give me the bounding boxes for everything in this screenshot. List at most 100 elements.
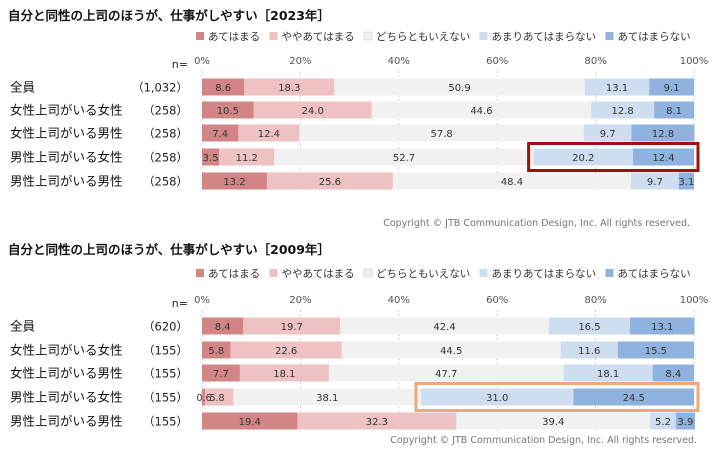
data-label: 57.8 [430,129,452,140]
data-label: 50.9 [448,83,470,94]
x-tick-label: 20% [289,295,311,306]
bar-segment [204,388,234,406]
data-label: 44.6 [470,106,492,117]
bar-segment [202,124,239,142]
data-label: 7.7 [213,369,229,380]
bar-segment [202,172,267,190]
data-label: 11.2 [236,153,258,164]
data-label: 5.2 [655,417,671,428]
bar-segment [631,124,695,142]
data-label: 13.1 [606,83,628,94]
bar-segment [652,364,694,382]
category-label: 全員 [10,80,36,95]
sample-size: （620） [143,320,188,334]
bar-segment [591,101,655,119]
sample-size: （258） [143,127,188,141]
bar-segment [328,364,564,382]
category-label: 男性上司がいる男性 [10,174,123,189]
bar-segment [233,388,421,406]
data-label: 52.7 [393,153,415,164]
legend-swatch [269,32,278,40]
data-label: 8.4 [215,322,231,333]
category-label: 女性上司がいる男性 [10,366,123,381]
chart-title: 自分と同性の上司のほうが、仕事がしやすい［2009年］ [8,242,330,257]
bar-segment [573,388,694,406]
data-label: 42.4 [433,322,455,333]
data-label: 47.7 [435,369,457,380]
bar-segment [274,148,534,166]
legend-label: どちらともいえない [376,31,470,43]
data-label: 19.4 [239,417,261,428]
data-label: 13.2 [223,177,245,188]
bar-segment [239,364,329,382]
bar-segment [650,412,676,430]
legend-swatch [605,32,614,40]
data-label: 18.1 [597,369,619,380]
legend-label: あまりあてはまらない [492,31,597,43]
bar-segment [560,341,618,359]
copyright-text: Copyright © JTB Communication Design, In… [383,218,690,229]
x-tick-label: 60% [486,56,508,67]
legend-swatch [363,31,373,41]
bar-segment [202,101,254,119]
bar-segment [341,341,561,359]
x-tick-label: 80% [584,295,606,306]
n-header: n= [172,297,188,310]
data-label: 11.6 [578,346,600,357]
data-label: 12.4 [258,129,280,140]
category-label: 男性上司がいる女性 [10,390,123,405]
sample-size: （1,032） [132,81,188,95]
bar-segment [392,172,632,190]
bar-segment [548,317,631,335]
bar-segment [631,172,679,190]
bar-segment [649,78,694,96]
category-label: 女性上司がいる女性 [10,343,123,358]
bar-segment [253,101,372,119]
data-label: 44.5 [440,346,462,357]
data-label: 48.4 [501,177,523,188]
category-label: 男性上司がいる男性 [10,414,123,429]
category-label: 男性上司がいる女性 [10,150,123,165]
data-label: 13.1 [651,322,673,333]
bar-segment [371,101,592,119]
x-tick-label: 100% [680,56,709,67]
bar-segment [630,317,695,335]
data-label: 24.5 [623,393,645,404]
x-tick-label: 0% [194,295,210,306]
bar-segment [202,78,245,96]
n-header: n= [172,58,188,71]
data-label: 12.4 [652,153,674,164]
highlight-box [414,382,700,412]
bar-segment [654,101,694,119]
data-label: 12.8 [612,106,634,117]
data-label: 3.9 [677,417,693,428]
highlight-box [527,142,700,172]
bar-segment [675,412,695,430]
data-label: 9.1 [664,83,680,94]
category-label: 全員 [10,319,36,334]
category-label: 女性上司がいる男性 [10,126,123,141]
sample-size: （155） [143,415,188,429]
data-label: 9.7 [600,129,616,140]
legend-swatch [479,269,488,277]
bar-segment [244,78,335,96]
data-label: 39.4 [542,417,564,428]
chart-panel-1: 自分と同性の上司のほうが、仕事がしやすい［2023年］ あてはまる ややあてはまる ど… [8,8,708,229]
data-label: 19.7 [281,322,303,333]
legend-label: あてはまる [208,31,260,43]
data-label: 8.4 [665,369,681,380]
data-label: 38.1 [316,393,338,404]
bar-segment [202,341,231,359]
bar-segment [266,172,393,190]
chart-panel-2: 自分と同性の上司のほうが、仕事がしやすい［2009年］ あてはまる ややあてはまる ど… [8,242,708,446]
sample-size: （155） [143,391,188,405]
bar-segment [563,364,653,382]
data-label: 15.5 [645,346,667,357]
data-label: 3.5 [203,153,219,164]
bar-segment [299,124,584,142]
x-tick-label: 20% [289,56,311,67]
legend-label: あまりあてはまらない [492,268,597,280]
bar-segment [533,148,633,166]
copyright-text: Copyright © JTB Communication Design, In… [390,435,697,446]
